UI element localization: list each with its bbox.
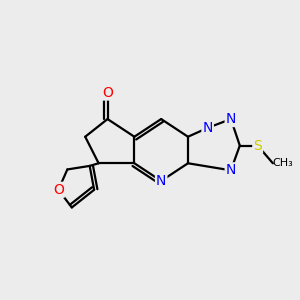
Text: O: O xyxy=(102,85,113,100)
Text: N: N xyxy=(226,163,236,177)
Text: N: N xyxy=(202,121,213,135)
Text: S: S xyxy=(253,139,262,153)
Text: O: O xyxy=(53,183,64,197)
Text: N: N xyxy=(226,112,236,126)
Text: N: N xyxy=(156,174,166,188)
Text: CH₃: CH₃ xyxy=(273,158,294,168)
